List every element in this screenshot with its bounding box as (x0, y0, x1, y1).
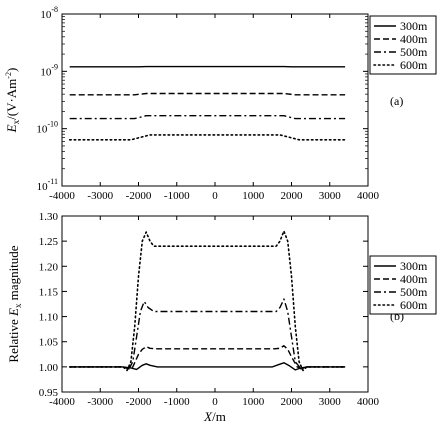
panel-a-xtick-label: -4000 (49, 190, 75, 202)
panel-b-ytick-label: 0.95 (39, 387, 59, 399)
panel-b-ylabel-rest: magnitude (6, 245, 21, 303)
panel-a-ytick-label: 10-11 (37, 177, 58, 193)
panel-b-ylabel-sub: x (13, 303, 23, 308)
panel-a-xtick-label: -3000 (87, 190, 113, 202)
panel-a-ylabel-sub: x (11, 119, 21, 124)
panel-a-series-400m (69, 92, 346, 96)
panel-a-ytick-label: 10-10 (36, 120, 58, 136)
panel-b-ytick-label: 1.25 (39, 236, 59, 248)
panel-a-chart: -4000 -3000 -2000 -1000 0 1000 2000 3000 4000 10-… (4, 5, 437, 202)
panel-a-series-500m (69, 114, 346, 120)
panel-b-series-400m (69, 345, 346, 370)
panel-b-legend-label: 400m (400, 272, 428, 286)
panel-b-xlabel-main: X (203, 409, 213, 424)
panel-a-ytick-label: 10-9 (40, 62, 58, 78)
panel-b-xtick-label: -3000 (87, 396, 113, 408)
panel-a-legend-label: 600m (400, 58, 428, 72)
panel-b-xtick-label: 3000 (319, 396, 342, 408)
panel-b-ylabel: Relative Ex magnitude (6, 245, 23, 362)
panel-a-legend-label: 300m (400, 19, 428, 33)
panel-a-legend-label: 500m (400, 45, 428, 59)
panel-a-xtick-label: 2000 (281, 190, 304, 202)
panel-a-ylabel-end: ) (4, 68, 19, 72)
panel-a-ylabel-rest: /(V·Am (4, 79, 19, 120)
panel-b-xtick-label: -1000 (164, 396, 190, 408)
panel-b-legend-label: 500m (400, 285, 428, 299)
panel-b-axes: -4000 -3000 -2000 -1000 0 1000 2000 3000 4000 1.3… (39, 211, 380, 408)
panel-b-frame (61, 215, 369, 393)
panel-a-label: (a) (390, 94, 403, 108)
panel-b-ylabel-e: E (6, 308, 21, 317)
panel-b-chart: -4000 -3000 -2000 -1000 0 1000 2000 3000 4000 1.3… (6, 211, 437, 424)
panel-a-frame (61, 13, 369, 187)
panel-a-ylabel-sup: -2 (4, 72, 13, 79)
panel-b-ytick-label: 1.05 (39, 337, 59, 349)
panel-a-xtick-label: 4000 (357, 190, 380, 202)
panel-a-axes: -4000 -3000 -2000 -1000 0 1000 2000 3000 4000 10-… (36, 5, 379, 202)
panel-b-xtick-label: -4000 (49, 396, 75, 408)
panel-b-legend-label: 600m (400, 298, 428, 312)
panel-b-series-500m (69, 298, 346, 370)
panel-a-xtick-label: 3000 (319, 190, 342, 202)
panel-b-xlabel: X/m (203, 409, 226, 424)
panel-b-xtick-label: -2000 (126, 396, 152, 408)
panel-b-xtick-label: 0 (212, 396, 218, 408)
panel-b-xtick-label: 4000 (357, 396, 380, 408)
panel-a-ylabel: Ex/(V·Am-2) (4, 68, 21, 134)
panel-b-ytick-label: 1.20 (39, 261, 59, 273)
panel-b-ytick-label: 1.15 (39, 286, 59, 298)
panel-b-ytick-label: 1.00 (39, 362, 59, 374)
panel-b-ytick-label: 1.30 (39, 211, 59, 223)
panel-b-ytick-label: 1.10 (39, 312, 59, 324)
panel-a-xtick-label: -2000 (126, 190, 152, 202)
panel-a-ylabel-main: E (4, 124, 19, 133)
panel-a-series (68, 65, 346, 141)
panel-a-series-600m (68, 134, 346, 141)
panel-b-series (68, 230, 346, 372)
panel-b-ylabel-main: Relative (6, 316, 21, 363)
panel-b-series-300m (69, 362, 346, 371)
panel-b-legend-label: 300m (400, 259, 428, 273)
panel-a-legend-label: 400m (400, 32, 428, 46)
panel-b-series-600m (68, 230, 346, 372)
panel-b-xtick-label: 2000 (281, 396, 304, 408)
panel-a-xtick-label: 0 (212, 190, 218, 202)
panel-a-xtick-label: 1000 (242, 190, 265, 202)
panel-a-ytick-label: 10-8 (40, 5, 58, 21)
panel-b-xlabel-rest: /m (212, 409, 226, 424)
panel-b-xtick-label: 1000 (242, 396, 265, 408)
panel-a-xtick-label: -1000 (164, 190, 190, 202)
